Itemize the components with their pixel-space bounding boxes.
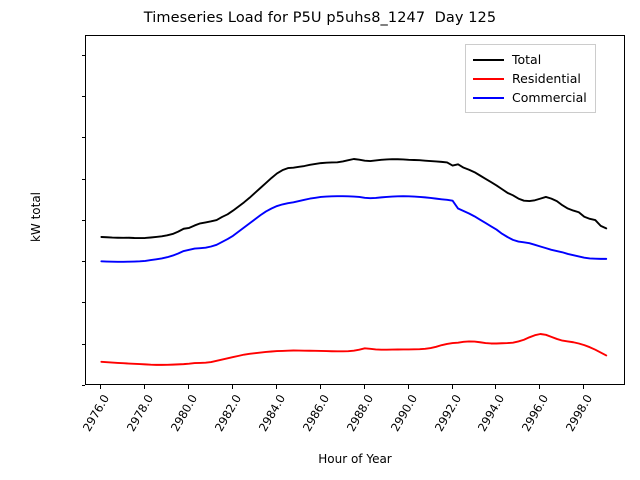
x-tick-mark [188, 385, 190, 389]
legend-swatch-commercial [473, 96, 504, 99]
y-axis-label: kW total [29, 191, 43, 243]
legend-label: Total [512, 52, 542, 67]
x-tick-mark [583, 385, 585, 389]
x-tick-mark [407, 385, 409, 389]
x-tick-label: 2984.0 [255, 392, 289, 434]
legend-item: Commercial [473, 88, 587, 107]
x-tick-mark [232, 385, 234, 389]
x-axis-label: Hour of Year [318, 452, 392, 466]
y-tick-mark [81, 385, 85, 386]
chart-title: Timeseries Load for P5U p5uhs8_1247 Day … [143, 10, 497, 26]
x-tick-label: 2992.0 [431, 392, 464, 434]
x-tick-mark [451, 385, 453, 389]
series-line-residential [100, 333, 608, 366]
legend-item: Residential [473, 69, 587, 88]
x-tick-label: 2982.0 [211, 392, 245, 434]
x-tick-mark [144, 385, 146, 389]
x-tick-mark [100, 385, 102, 389]
legend-label: Residential [512, 71, 581, 86]
x-tick-label: 2994.0 [475, 392, 508, 434]
legend-swatch-total [473, 58, 504, 61]
series-line-commercial [100, 195, 608, 263]
x-tick-mark [319, 385, 321, 389]
legend-label: Commercial [512, 90, 587, 105]
x-tick-label: 2988.0 [343, 392, 376, 434]
x-tick-label: 2976.0 [80, 392, 113, 434]
x-tick-mark [495, 385, 497, 389]
x-tick-label: 2980.0 [168, 392, 201, 434]
x-tick-mark [275, 385, 277, 389]
legend-swatch-residential [473, 77, 504, 80]
x-tick-label: 2986.0 [299, 392, 332, 434]
x-tick-label: 2990.0 [387, 392, 420, 434]
series-line-total [100, 158, 608, 240]
x-tick-mark [539, 385, 541, 389]
legend: Total Residential Commercial [465, 44, 596, 113]
x-tick-label: 2978.0 [124, 392, 157, 434]
legend-item: Total [473, 50, 587, 69]
y-tick-mark [81, 219, 85, 221]
plot-lines [100, 158, 608, 366]
y-tick-mark [81, 54, 85, 56]
y-tick-mark [81, 96, 85, 98]
x-tick-label: 2996.0 [519, 392, 552, 434]
x-tick-label: 2998.0 [563, 392, 596, 434]
y-tick-mark [81, 178, 85, 180]
y-tick-mark [81, 261, 85, 263]
y-tick-mark [81, 137, 85, 139]
x-tick-mark [363, 385, 365, 389]
y-tick-mark [81, 302, 85, 304]
y-tick-mark [81, 343, 85, 345]
